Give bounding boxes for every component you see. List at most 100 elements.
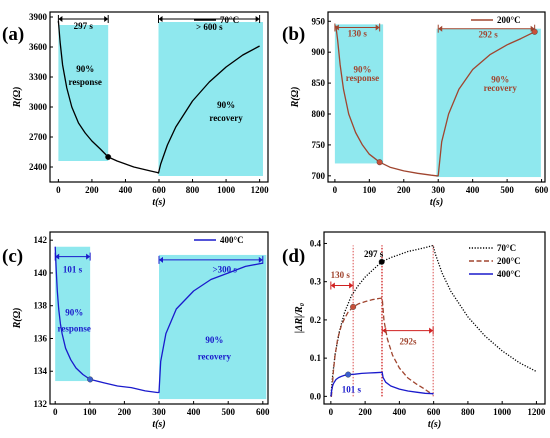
annotation: 297 s — [364, 249, 384, 259]
data-point — [105, 153, 112, 160]
y-tick-label: 850 — [312, 78, 326, 88]
annotation: response — [58, 324, 91, 334]
series-line — [57, 20, 260, 174]
x-tick-label: 0 — [333, 185, 338, 195]
annotation: 90% — [491, 74, 509, 84]
panel-label: (b) — [282, 24, 305, 45]
x-tick-label: 0 — [56, 185, 61, 195]
panel-a: 0 200 400 600 800 1000 1200 2400 2700 3000 3300 360… — [2, 11, 269, 208]
data-point — [345, 371, 352, 378]
y-tick-label: 142 — [34, 235, 48, 245]
plot-frame — [327, 11, 546, 183]
x-tick-label: 400 — [466, 185, 480, 195]
shaded-region — [159, 254, 267, 400]
y-tick-label: 0.4 — [310, 238, 322, 248]
x-tick-label: 0 — [329, 407, 334, 417]
annotation: > 600 s — [196, 22, 223, 32]
arrow-head — [429, 327, 434, 334]
y-tick-label: 3000 — [29, 102, 48, 112]
y-tick-label: 134 — [34, 366, 48, 376]
series-line — [330, 371, 434, 397]
legend-label: 70°C — [220, 15, 239, 25]
arrow-head — [159, 256, 163, 263]
y-tick-label: 0.2 — [310, 315, 322, 325]
y-tick-label: 132 — [34, 399, 48, 409]
y-axis-title: |ΔR|/R₀ — [294, 302, 305, 333]
data-point — [378, 258, 385, 265]
series-line — [330, 297, 434, 398]
x-tick-label: 1200 — [527, 407, 546, 417]
series-line — [54, 246, 263, 394]
y-tick-label: 3900 — [29, 12, 48, 22]
x-tick-label: 200 — [118, 407, 132, 417]
y-tick-label: 700 — [312, 171, 326, 181]
arrow-head — [258, 256, 263, 263]
y-tick-label: 0.0 — [310, 391, 322, 401]
legend-label: 70°C — [497, 243, 516, 253]
annotation: response — [69, 77, 102, 87]
x-tick-label: 100 — [363, 185, 377, 195]
shaded-region — [55, 246, 91, 382]
arrow-head — [382, 327, 387, 334]
x-tick-label: 200 — [397, 185, 411, 195]
arrow-head — [375, 24, 380, 31]
x-tick-label: 400 — [187, 407, 201, 417]
arrow-head — [438, 25, 443, 32]
annotation: 90% — [353, 64, 371, 74]
arrow-head — [530, 25, 535, 32]
annotation: 130 s — [348, 29, 368, 39]
series-line — [334, 25, 535, 177]
arrow-head — [58, 16, 63, 22]
data-point — [350, 303, 357, 310]
data-point — [376, 159, 383, 166]
shaded-region — [158, 22, 263, 176]
annotation: recovery — [209, 113, 243, 123]
x-axis-title: t(s) — [152, 197, 165, 208]
annotation: recovery — [484, 83, 518, 93]
x-tick-label: 300 — [152, 407, 166, 417]
x-tick-label: 200 — [85, 185, 99, 195]
x-tick-label: 500 — [500, 185, 514, 195]
data-point — [87, 376, 94, 383]
shaded-region — [58, 25, 109, 161]
annotation: 297 s — [74, 21, 94, 31]
x-tick-label: 600 — [152, 185, 166, 195]
panel-label: (d) — [282, 246, 305, 267]
x-tick-label: 0 — [53, 407, 58, 417]
x-tick-label: 500 — [221, 407, 235, 417]
x-tick-label: 600 — [427, 407, 441, 417]
x-tick-label: 400 — [119, 185, 133, 195]
annotation: 292s — [399, 337, 417, 347]
annotation: 101 s — [63, 265, 83, 275]
annotation: >300 s — [213, 265, 238, 275]
y-axis-title: R(Ω) — [12, 308, 23, 330]
arrow-head — [255, 16, 260, 22]
annotation: 90% — [217, 100, 235, 110]
x-tick-label: 400 — [393, 407, 407, 417]
shaded-region — [436, 28, 541, 178]
arrow-head — [330, 282, 335, 289]
plot-frame — [323, 231, 546, 405]
arrow-head — [86, 253, 91, 260]
x-axis-title: t(s) — [428, 419, 441, 430]
panel-label: (a) — [2, 24, 24, 45]
panel-b: 0 100 200 300 400 500 600 700 750 800 850 900 950 t(s… — [282, 11, 549, 208]
data-point — [531, 28, 538, 35]
y-tick-label: 950 — [312, 16, 326, 26]
y-tick-label: 0.1 — [310, 353, 322, 363]
legend-label: 200°C — [497, 256, 521, 266]
y-axis-title: R(Ω) — [12, 87, 23, 109]
panel-d: 0 200 400 600 800 1000 1200 0.0 0.1 0.2 0.3 0.4 t(s)… — [282, 231, 546, 430]
series-line — [330, 244, 537, 397]
arrow-head — [349, 282, 354, 289]
annotation: 90% — [205, 335, 223, 345]
y-tick-label: 0.3 — [310, 277, 322, 287]
annotation: response — [346, 73, 379, 83]
x-tick-label: 600 — [535, 185, 549, 195]
x-tick-label: 1000 — [217, 185, 236, 195]
y-tick-label: 750 — [312, 140, 326, 150]
y-tick-label: 138 — [34, 301, 48, 311]
y-tick-label: 3600 — [29, 42, 48, 52]
x-axis-title: t(s) — [152, 419, 165, 430]
